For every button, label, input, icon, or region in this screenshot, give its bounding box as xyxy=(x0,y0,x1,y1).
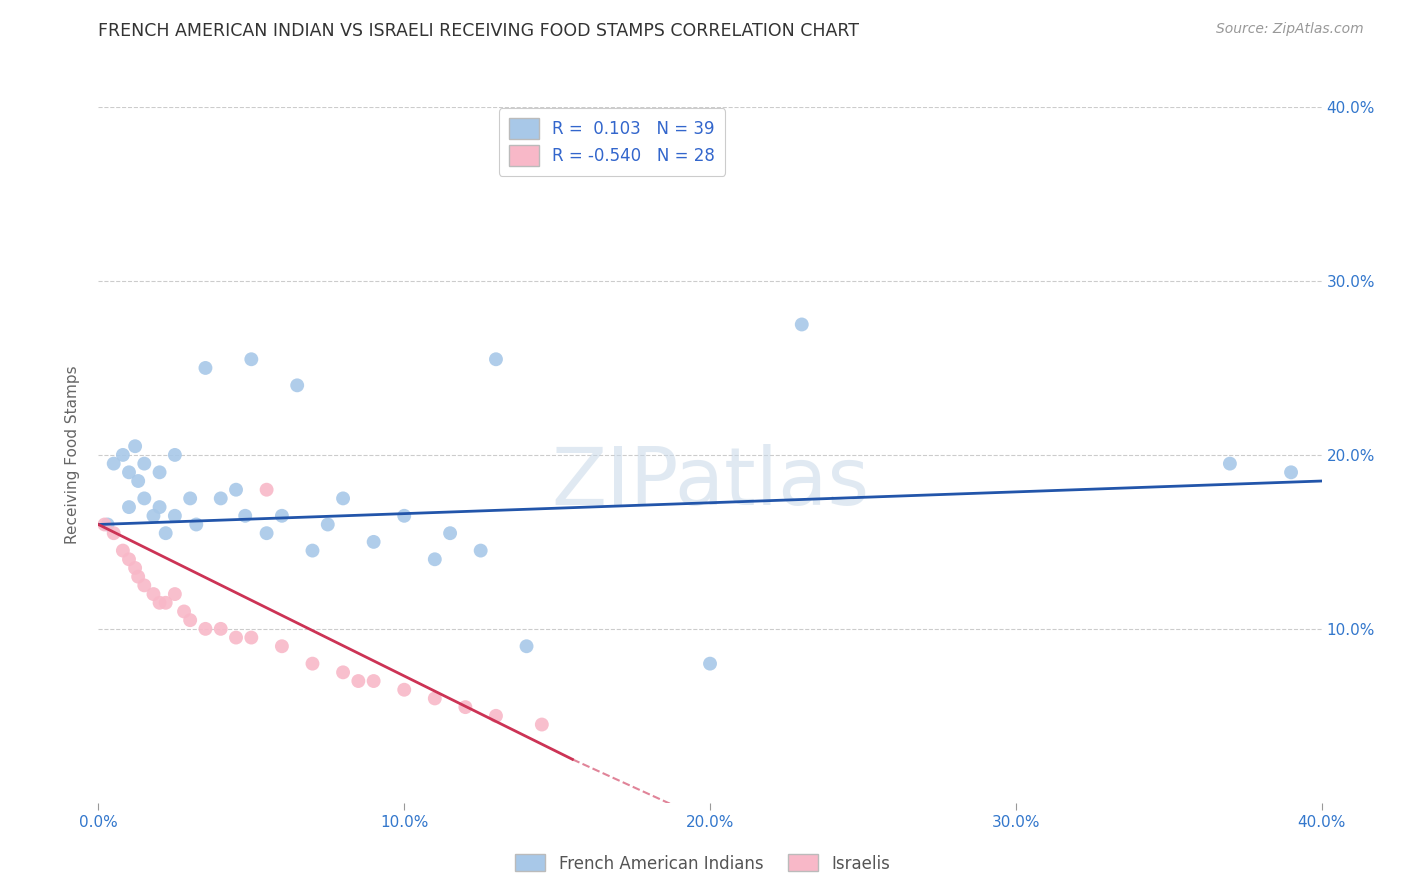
Point xyxy=(209,491,232,506)
Point xyxy=(134,491,156,506)
Point xyxy=(163,448,186,462)
Point xyxy=(124,439,146,453)
Point xyxy=(194,360,217,375)
Point xyxy=(186,517,208,532)
Point xyxy=(134,578,156,592)
Point xyxy=(790,318,813,332)
Point xyxy=(270,508,294,523)
Point xyxy=(439,526,461,541)
Point xyxy=(332,665,354,680)
Point xyxy=(485,708,508,723)
Point xyxy=(1219,457,1241,471)
Text: FRENCH AMERICAN INDIAN VS ISRAELI RECEIVING FOOD STAMPS CORRELATION CHART: FRENCH AMERICAN INDIAN VS ISRAELI RECEIV… xyxy=(98,22,859,40)
Point xyxy=(179,491,201,506)
Point xyxy=(103,457,125,471)
Point xyxy=(149,596,172,610)
Point xyxy=(127,474,149,488)
Point xyxy=(240,352,263,367)
Point xyxy=(699,657,721,671)
Point xyxy=(485,352,508,367)
Point xyxy=(179,613,201,627)
Point xyxy=(209,622,232,636)
Point xyxy=(97,517,120,532)
Point xyxy=(256,526,278,541)
Point xyxy=(363,674,385,689)
Point xyxy=(233,508,256,523)
Point xyxy=(155,526,177,541)
Point xyxy=(225,483,247,497)
Point xyxy=(194,622,217,636)
Point xyxy=(127,570,149,584)
Point xyxy=(163,587,186,601)
Point xyxy=(1279,466,1302,480)
Point xyxy=(142,587,165,601)
Point xyxy=(270,639,294,653)
Point xyxy=(516,639,538,653)
Point xyxy=(240,631,263,645)
Point xyxy=(363,534,385,549)
Point xyxy=(423,691,446,706)
Point xyxy=(225,631,247,645)
Point xyxy=(285,378,308,392)
Point xyxy=(142,508,165,523)
Point xyxy=(256,483,278,497)
Point xyxy=(454,700,477,714)
Point xyxy=(332,491,354,506)
Point xyxy=(301,543,323,558)
Point xyxy=(103,526,125,541)
Point xyxy=(530,717,553,731)
Text: Source: ZipAtlas.com: Source: ZipAtlas.com xyxy=(1216,22,1364,37)
Point xyxy=(149,466,172,480)
Point xyxy=(134,457,156,471)
Point xyxy=(118,466,141,480)
Point xyxy=(155,596,177,610)
Point xyxy=(111,448,134,462)
Point xyxy=(173,605,195,619)
Point xyxy=(111,543,134,558)
Point xyxy=(93,517,115,532)
Point xyxy=(423,552,446,566)
Point xyxy=(163,508,186,523)
Legend: French American Indians, Israelis: French American Indians, Israelis xyxy=(509,847,897,880)
Point xyxy=(316,517,339,532)
Point xyxy=(347,674,370,689)
Point xyxy=(392,682,416,697)
Text: ZIPatlas: ZIPatlas xyxy=(551,443,869,522)
Point xyxy=(124,561,146,575)
Point xyxy=(149,500,172,514)
Point xyxy=(301,657,323,671)
Legend: R =  0.103   N = 39, R = -0.540   N = 28: R = 0.103 N = 39, R = -0.540 N = 28 xyxy=(499,109,725,176)
Y-axis label: Receiving Food Stamps: Receiving Food Stamps xyxy=(65,366,80,544)
Point xyxy=(118,500,141,514)
Point xyxy=(118,552,141,566)
Point xyxy=(470,543,492,558)
Point xyxy=(392,508,416,523)
